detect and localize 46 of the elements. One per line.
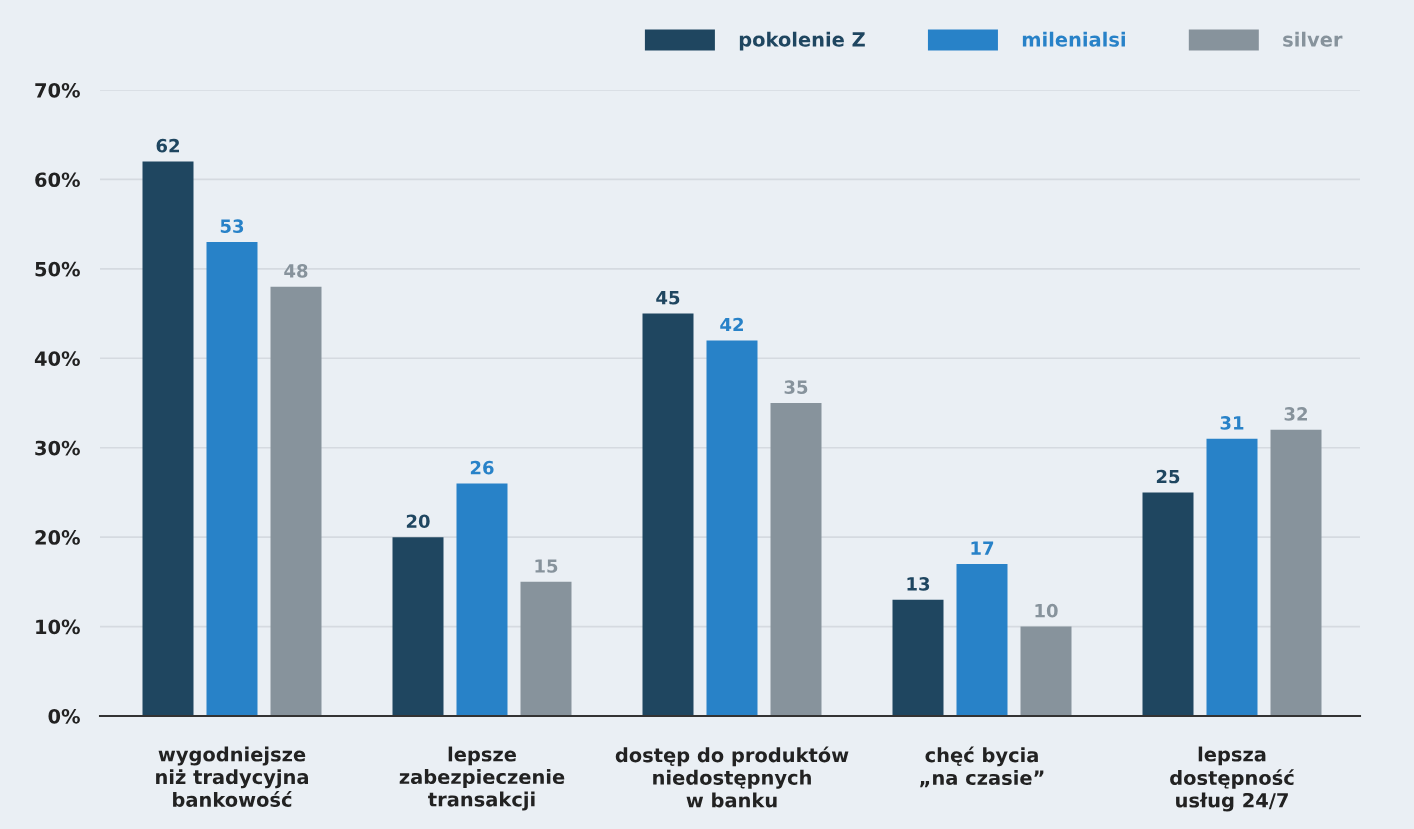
legend-label: silver [1283,31,1343,47]
data-label: 26 [470,460,494,475]
data-label: 10 [1035,603,1058,618]
bar [642,313,694,716]
bar [956,563,1008,716]
bar [270,286,322,716]
data-label: 15 [535,559,558,573]
legend-label: pokolenie Z [739,31,865,51]
bar [1206,438,1258,716]
y-tick-label: 50% [35,261,80,277]
data-label: 35 [784,380,808,394]
bar [770,403,822,716]
bar [706,340,758,716]
bar [142,161,194,716]
data-label: 13 [907,577,930,591]
data-label: 48 [284,264,308,278]
x-tick-label: lepsza dostępność usług 24/7 [1170,746,1295,812]
y-tick-label: 0% [48,708,80,724]
data-label: 17 [971,541,994,555]
bar [392,537,444,716]
x-tick-label: lepsze zabezpieczenie transakcji [399,746,565,811]
bar [1142,492,1194,716]
legend-label: milenialsi [1022,31,1125,47]
y-tick-label: 60% [35,172,80,188]
data-label: 20 [406,514,430,529]
x-tick-label: dostęp do produktów niedostępnych w banku [615,746,849,808]
data-label: 31 [1220,416,1244,430]
bar [520,581,572,716]
x-tick-label: wygodniejsze niż tradycyjna bankowość [156,746,308,807]
data-label: 62 [156,138,179,153]
y-tick-label: 70% [35,82,80,98]
y-tick-label: 10% [36,619,80,635]
y-tick-label: 40% [34,351,80,366]
bar [456,483,508,716]
data-label: 45 [656,291,680,305]
bar [1270,429,1322,716]
bar [206,242,258,716]
data-label: 53 [220,219,244,233]
bar [1020,626,1072,716]
y-tick-label: 20% [35,530,80,545]
data-label: 32 [1284,407,1307,421]
bar [892,599,944,716]
y-tick-label: 30% [35,440,80,456]
data-label: 25 [1156,469,1180,484]
x-tick-label: chęć bycia „na czasie” [920,746,1044,788]
data-label: 42 [720,317,743,332]
